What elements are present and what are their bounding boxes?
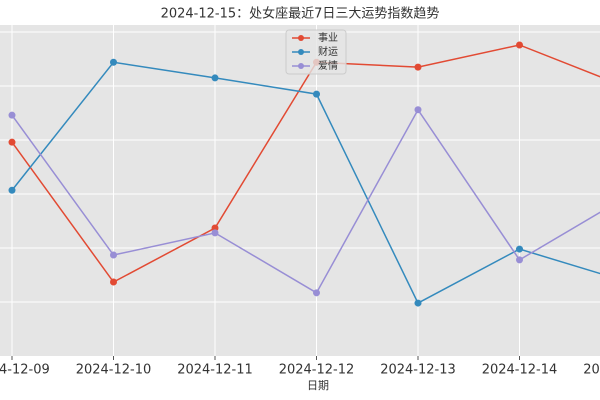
plot-area — [0, 25, 600, 356]
legend-label: 财运 — [318, 45, 338, 58]
point — [211, 74, 219, 82]
x-tick-label: 2024-12-14 — [482, 363, 558, 378]
point — [211, 229, 219, 237]
point — [8, 186, 16, 194]
x-tick-label: 2024-12-12 — [279, 363, 355, 378]
x-tick-label: 2024-12-10 — [76, 363, 152, 378]
legend-marker — [298, 35, 304, 41]
chart-title: 2024-12-15：处女座最近7日三大运势指数趋势 — [161, 6, 440, 22]
point — [313, 90, 320, 98]
point — [516, 245, 523, 253]
point — [414, 299, 422, 307]
x-tick-label: 2024-12-11 — [177, 363, 253, 378]
point — [110, 58, 117, 66]
point — [516, 41, 523, 49]
point — [414, 106, 422, 114]
legend-label: 事业 — [318, 31, 338, 44]
point — [110, 251, 117, 259]
x-tick-label: 2024-12-13 — [380, 363, 456, 378]
point — [414, 63, 422, 71]
point — [8, 111, 16, 119]
x-axis-label: 日期 — [307, 379, 329, 392]
point — [211, 224, 219, 232]
legend-marker — [298, 63, 304, 69]
x-tick-label: 2024-12-15 — [583, 363, 600, 378]
legend-label: 爱情 — [318, 59, 338, 72]
point — [516, 256, 523, 264]
point — [110, 278, 117, 286]
point — [8, 138, 16, 146]
x-tick-label: 2024-12-09 — [0, 363, 50, 378]
legend-marker — [298, 49, 304, 55]
point — [313, 289, 320, 297]
